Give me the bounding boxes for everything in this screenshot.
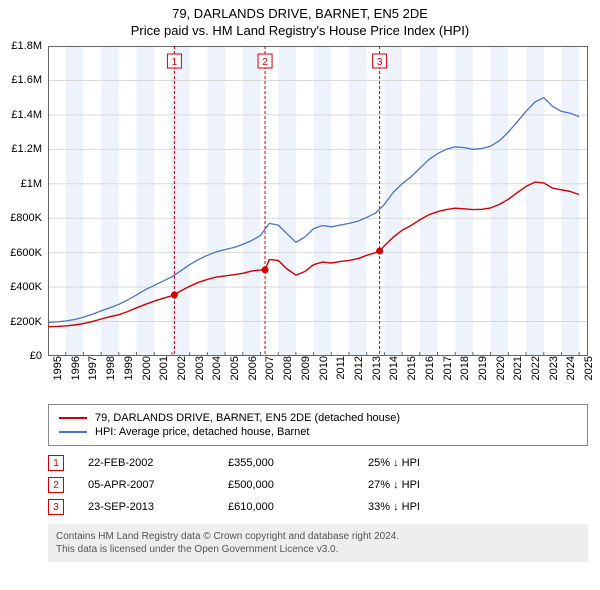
x-tick-label: 2006	[243, 356, 259, 380]
legend-swatch	[59, 431, 87, 433]
x-tick-label: 2023	[544, 356, 560, 380]
sale-marker-icon: 1	[48, 455, 64, 471]
legend-swatch	[59, 417, 87, 419]
x-tick-label: 1996	[66, 356, 82, 380]
legend-item: 79, DARLANDS DRIVE, BARNET, EN5 2DE (det…	[59, 411, 577, 425]
legend-label: 79, DARLANDS DRIVE, BARNET, EN5 2DE (det…	[95, 412, 400, 424]
x-tick-label: 2005	[225, 356, 241, 380]
x-tick-label: 2002	[172, 356, 188, 380]
plot-area: 123 £0£200K£400K£600K£800K£1M£1.2M£1.4M£…	[48, 46, 588, 356]
x-tick-label: 2018	[455, 356, 471, 380]
y-tick-label: £600K	[10, 247, 48, 259]
y-tick-label: £0	[30, 350, 48, 362]
x-tick-label: 1999	[119, 356, 135, 380]
legend-label: HPI: Average price, detached house, Barn…	[95, 426, 309, 438]
sales-table: 1 22-FEB-2002£355,00025% ↓ HPI 2 05-APR-200…	[48, 452, 588, 518]
x-tick-label: 2008	[278, 356, 294, 380]
sale-price: £355,000	[228, 457, 368, 469]
y-tick-label: £400K	[10, 281, 48, 293]
y-tick-label: £1.6M	[11, 74, 48, 86]
plot-svg: 1 2 3	[48, 46, 588, 356]
x-tick-label: 2022	[526, 356, 542, 380]
x-tick-label: 2017	[438, 356, 454, 380]
footer-attribution: Contains HM Land Registry data © Crown c…	[48, 524, 588, 562]
svg-text:2: 2	[262, 57, 268, 68]
x-tick-label: 2011	[331, 356, 347, 380]
chart-container: 79, DARLANDS DRIVE, BARNET, EN5 2DE Pric…	[0, 0, 600, 562]
x-tick-label: 2021	[508, 356, 524, 380]
chart-title-sub: Price paid vs. HM Land Registry's House …	[0, 23, 600, 38]
footer-line2: This data is licensed under the Open Gov…	[56, 543, 580, 556]
x-tick-label: 1997	[83, 356, 99, 380]
x-tick-label: 2024	[561, 356, 577, 380]
x-tick-label: 2003	[190, 356, 206, 380]
sale-row: 1 22-FEB-2002£355,00025% ↓ HPI	[48, 452, 588, 474]
sale-row: 3 23-SEP-2013£610,00033% ↓ HPI	[48, 496, 588, 518]
x-tick-label: 2012	[349, 356, 365, 380]
sale-marker-icon: 3	[48, 499, 64, 515]
y-tick-label: £1M	[21, 178, 48, 190]
x-tick-label: 2010	[314, 356, 330, 380]
y-tick-label: £200K	[10, 316, 48, 328]
svg-text:1: 1	[172, 57, 178, 68]
sale-delta: 25% ↓ HPI	[368, 457, 488, 469]
legend-item: HPI: Average price, detached house, Barn…	[59, 425, 577, 439]
y-tick-label: £1.8M	[11, 40, 48, 52]
x-tick-label: 2014	[384, 356, 400, 380]
sale-delta: 27% ↓ HPI	[368, 479, 488, 491]
chart-title-address: 79, DARLANDS DRIVE, BARNET, EN5 2DE	[0, 6, 600, 21]
sale-marker-icon: 2	[48, 477, 64, 493]
x-tick-label: 2009	[296, 356, 312, 380]
x-tick-label: 2007	[260, 356, 276, 380]
sale-price: £500,000	[228, 479, 368, 491]
sale-date: 05-APR-2007	[88, 479, 228, 491]
sale-date: 22-FEB-2002	[88, 457, 228, 469]
y-tick-label: £1.4M	[11, 109, 48, 121]
x-tick-label: 2016	[420, 356, 436, 380]
y-tick-label: £800K	[10, 212, 48, 224]
footer-line1: Contains HM Land Registry data © Crown c…	[56, 530, 580, 543]
x-tick-label: 2001	[154, 356, 170, 380]
x-tick-label: 2025	[579, 356, 595, 380]
x-tick-label: 2000	[137, 356, 153, 380]
chart-titles: 79, DARLANDS DRIVE, BARNET, EN5 2DE Pric…	[0, 0, 600, 38]
legend: 79, DARLANDS DRIVE, BARNET, EN5 2DE (det…	[48, 404, 588, 446]
y-tick-label: £1.2M	[11, 143, 48, 155]
sale-price: £610,000	[228, 501, 368, 513]
x-tick-label: 2019	[473, 356, 489, 380]
x-tick-label: 1995	[48, 356, 64, 380]
sale-date: 23-SEP-2013	[88, 501, 228, 513]
sale-row: 2 05-APR-2007£500,00027% ↓ HPI	[48, 474, 588, 496]
x-tick-label: 2013	[367, 356, 383, 380]
x-tick-label: 1998	[101, 356, 117, 380]
x-tick-label: 2004	[207, 356, 223, 380]
x-tick-label: 2020	[491, 356, 507, 380]
x-tick-label: 2015	[402, 356, 418, 380]
sale-delta: 33% ↓ HPI	[368, 501, 488, 513]
svg-text:3: 3	[377, 57, 383, 68]
